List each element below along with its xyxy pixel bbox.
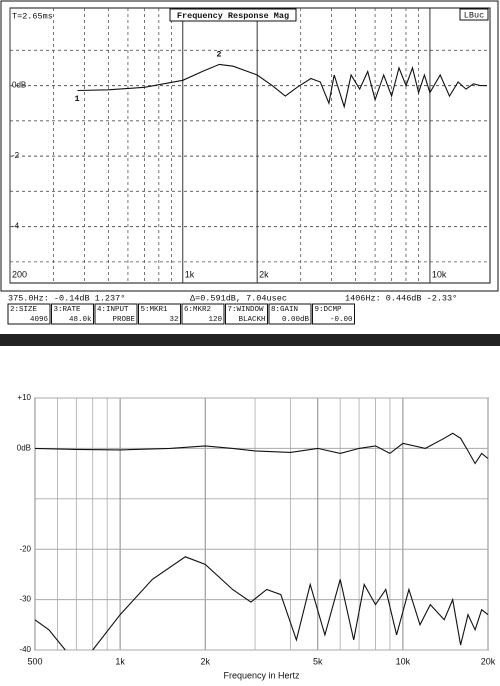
param-box <box>7 303 51 325</box>
marker-label: 2 <box>216 50 221 60</box>
time-label: T=2.65ms <box>12 11 53 21</box>
param-value: 0.00dB <box>282 316 310 324</box>
param-box <box>225 303 268 325</box>
y-tick-label: 0dB <box>17 444 31 453</box>
x-tick-label: 1k <box>115 656 125 666</box>
response-line <box>34 556 489 651</box>
x-tick-label: 10k <box>396 656 411 666</box>
param-label: 5:MKR1 <box>141 306 169 314</box>
x-tick-label: 10k <box>432 269 447 279</box>
x-axis-title: Frequency in Hertz <box>223 670 300 680</box>
param-label: 4:INPUT <box>97 306 129 314</box>
panel-frame <box>0 0 499 292</box>
param-label: 9:DCMP <box>315 306 343 314</box>
y-tick-label: -40 <box>19 645 31 654</box>
x-tick-label: 2k <box>259 269 269 279</box>
response-line <box>34 432 489 465</box>
x-tick-label: 500 <box>27 656 42 666</box>
chart-title: Frequency Response Mag <box>177 11 289 21</box>
x-tick-label: 200 <box>12 269 27 279</box>
title-box <box>169 8 297 22</box>
x-tick-label: 5k <box>313 656 323 666</box>
param-box <box>94 303 138 325</box>
status-text: 375.0Hz: -0.14dB 1.237° <box>8 293 125 303</box>
param-label: 2:SIZE <box>10 306 38 314</box>
plot-frame <box>34 397 489 651</box>
param-value: PROBE <box>112 316 135 324</box>
response-line <box>77 63 487 109</box>
param-label: 8:GAIN <box>271 306 298 314</box>
param-box <box>312 303 355 325</box>
param-label: 7:WINDOW <box>228 306 265 314</box>
y-tick-label: -30 <box>19 595 31 604</box>
param-label: 6:MKR2 <box>184 306 211 314</box>
param-value: 120 <box>208 316 222 324</box>
y-tick-label: 0dB <box>12 81 26 90</box>
y-tick-label: -2 <box>12 151 20 160</box>
corner-label: LBuc <box>464 10 484 20</box>
scan-band <box>0 334 500 346</box>
x-tick-label: 2k <box>200 656 210 666</box>
corner-box <box>459 8 489 21</box>
param-value: BLACKH <box>238 316 265 324</box>
param-box <box>138 303 181 325</box>
status-text: Δ=0.591dB, 7.04usec <box>190 293 287 303</box>
x-tick-label: 20k <box>481 656 496 666</box>
marker-label: 1 <box>74 94 79 104</box>
y-tick-label: -20 <box>19 544 31 553</box>
status-text: 1406Hz: 0.446dB -2.33° <box>345 293 457 303</box>
param-box <box>181 303 225 325</box>
param-box <box>268 303 312 325</box>
param-value: 32 <box>169 316 178 324</box>
param-value: 4096 <box>30 316 49 324</box>
y-tick-label: +10 <box>17 393 31 402</box>
param-value: 48.0k <box>69 316 92 324</box>
y-tick-label: -4 <box>12 222 20 231</box>
param-box <box>51 303 94 325</box>
param-value: -0.00 <box>330 316 353 324</box>
param-label: 3:RATE <box>54 306 82 314</box>
x-tick-label: 1k <box>185 269 195 279</box>
